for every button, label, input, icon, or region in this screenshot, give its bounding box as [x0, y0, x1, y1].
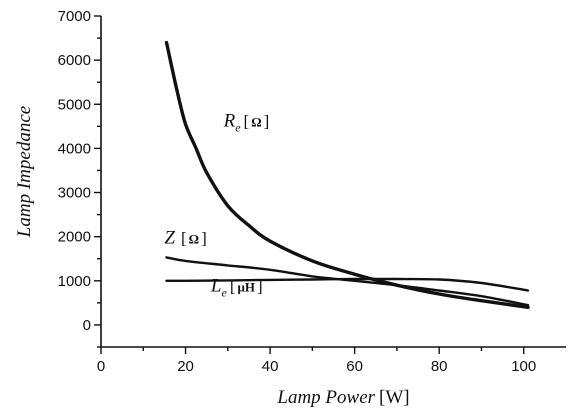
curve-label-bracket-close: ] [257, 276, 263, 295]
curve-label-bracket-open: [ [230, 276, 236, 295]
curve-label-symbol: Z [164, 227, 175, 248]
curve-label-unit: Ω [189, 231, 199, 246]
curve-label-symbol: R [223, 110, 236, 131]
y-tick-label: 1000 [58, 273, 91, 290]
x-tick-label: 40 [262, 358, 279, 375]
series-layer [164, 40, 530, 309]
curve-label-unit: Ω [251, 114, 261, 129]
annotation-layer: Re[Ω]Z[Ω]Le[μH] [164, 110, 269, 299]
y-tick-label: 0 [83, 317, 91, 334]
series-line-le [165, 277, 530, 292]
x-tick-label: 80 [431, 358, 448, 375]
x-tick-label: 100 [511, 358, 536, 375]
curve-label-re: Re[Ω] [223, 110, 270, 134]
series-line-re [164, 40, 530, 309]
x-ticks: 0 20 40 60 80 100 [97, 347, 536, 375]
x-axis-label: Lamp Power [276, 387, 375, 408]
curve-label-subscript: e [221, 285, 227, 299]
curve-label-z: Z [Ω] [164, 227, 206, 248]
y-axis-title: Lamp Impedance [14, 106, 35, 238]
y-tick-label: 6000 [58, 52, 91, 69]
curve-label-bracket-close: ] [201, 228, 207, 247]
x-axis-unit: [W] [379, 387, 410, 408]
curve-label-unit: μH [237, 279, 254, 294]
curve-label-bracket-open: [ [181, 228, 187, 247]
curve-label-bracket-open: [ [244, 111, 250, 130]
y-tick-label: 2000 [58, 229, 91, 246]
x-axis-title: Lamp Power [W] [276, 387, 409, 408]
curve-label-symbol: L [210, 275, 222, 296]
curve-label-bracket-close: ] [264, 111, 270, 130]
y-tick-label: 7000 [58, 8, 91, 25]
y-tick-label: 3000 [58, 185, 91, 202]
curve-label-subscript: e [235, 120, 241, 134]
curve-label-le: Le[μH] [210, 275, 263, 299]
y-tick-label: 4000 [58, 140, 91, 157]
y-ticks: 0 1000 2000 3000 4000 5000 6000 7000 [58, 8, 101, 348]
y-tick-label: 5000 [58, 96, 91, 113]
x-tick-label: 60 [346, 358, 363, 375]
x-tick-label: 0 [97, 358, 105, 375]
axes [100, 16, 566, 348]
x-tick-label: 20 [177, 358, 194, 375]
